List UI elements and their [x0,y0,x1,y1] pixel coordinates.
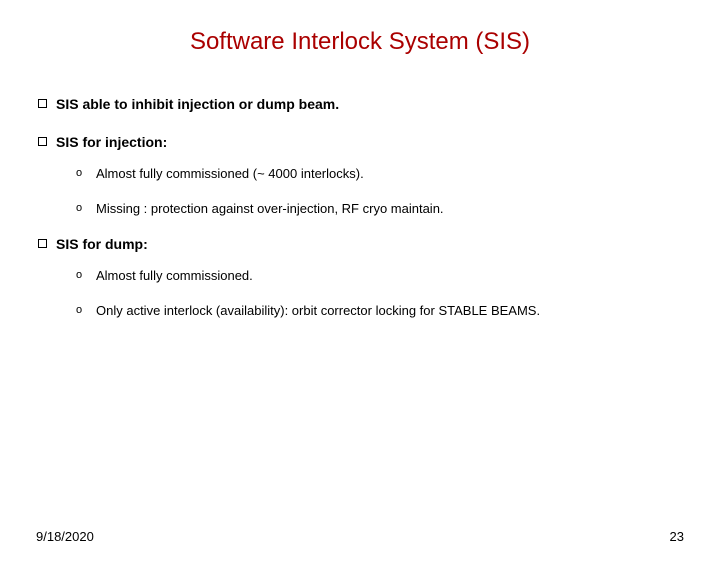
footer-page-number: 23 [670,529,684,544]
bullet-level1: SIS for dump: [38,236,700,252]
bullet-text: SIS for dump: [56,236,148,252]
footer-date: 9/18/2020 [36,529,94,544]
slide-content: SIS able to inhibit injection or dump be… [0,96,720,318]
square-bullet-icon [38,99,47,108]
bullet-level1: SIS able to inhibit injection or dump be… [38,96,700,112]
footer-page-text: 23 [670,529,684,544]
square-bullet-icon [38,239,47,248]
sub-bullet-text: Missing : protection against over-inject… [96,201,444,216]
circle-bullet-icon: o [76,203,88,214]
circle-bullet-icon: o [76,270,88,281]
bullet-level2: o Almost fully commissioned (~ 4000 inte… [76,166,700,181]
sub-bullet-text: Only active interlock (availability): or… [96,303,540,318]
bullet-level2: o Missing : protection against over-inje… [76,201,700,216]
bullet-level2: o Only active interlock (availability): … [76,303,700,318]
bullet-text: SIS for injection: [56,134,167,150]
title-text: Software Interlock System (SIS) [190,28,530,55]
square-bullet-icon [38,137,47,146]
sub-bullet-text: Almost fully commissioned. [96,268,253,283]
bullet-text: SIS able to inhibit injection or dump be… [56,96,339,112]
circle-bullet-icon: o [76,305,88,316]
sub-bullet-text: Almost fully commissioned (~ 4000 interl… [96,166,364,181]
circle-bullet-icon: o [76,168,88,179]
slide-title: Software Interlock System (SIS) [0,28,720,56]
bullet-level1: SIS for injection: [38,134,700,150]
bullet-level2: o Almost fully commissioned. [76,268,700,283]
sub-bullet-group: o Almost fully commissioned (~ 4000 inte… [38,166,700,216]
sub-bullet-group: o Almost fully commissioned. o Only acti… [38,268,700,318]
footer-date-text: 9/18/2020 [36,529,94,544]
